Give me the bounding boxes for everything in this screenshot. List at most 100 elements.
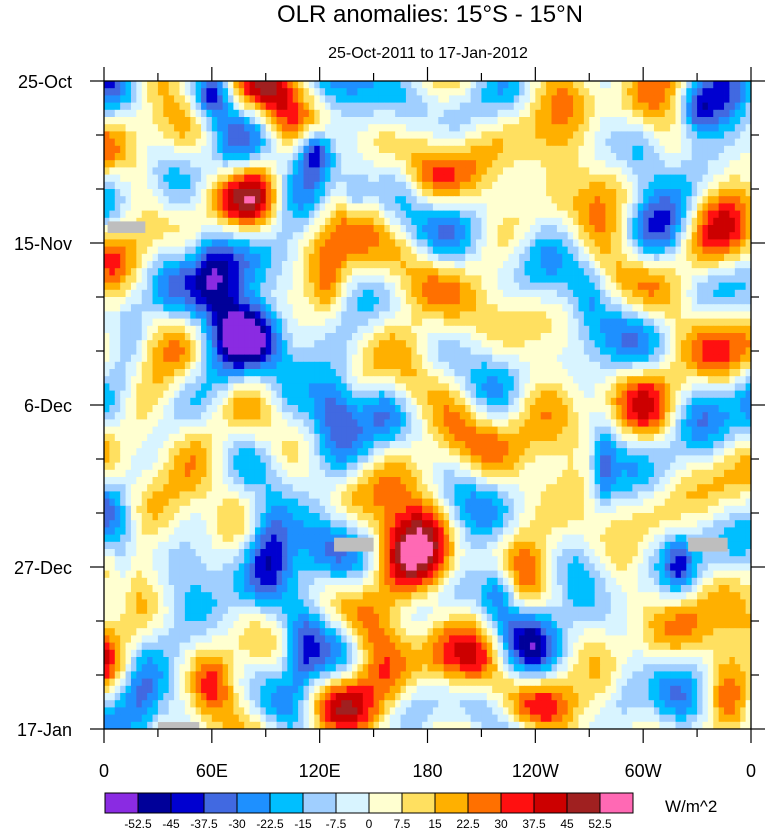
heatmap-cell [346, 109, 353, 118]
heatmap-cell [664, 333, 671, 341]
heatmap-cell [724, 210, 730, 219]
heatmap-cell [643, 196, 649, 204]
heatmap-cell [632, 189, 639, 197]
heatmap-cell [260, 196, 267, 204]
heatmap-cell [643, 138, 649, 147]
heatmap-cell [643, 117, 649, 125]
heatmap-cell [535, 145, 542, 154]
heatmap-cell [535, 275, 542, 283]
heatmap-cell [610, 138, 617, 147]
heatmap-cell [179, 196, 186, 204]
heatmap-cell [222, 282, 229, 291]
heatmap-cell [389, 289, 396, 298]
heatmap-cell [707, 361, 714, 370]
heatmap-cell [195, 282, 202, 291]
heatmap-cell [637, 325, 644, 334]
heatmap-cell [432, 282, 439, 291]
heatmap-cell [104, 311, 110, 319]
heatmap-cell [470, 81, 477, 89]
heatmap-cell [481, 124, 488, 132]
heatmap-cell [729, 189, 736, 197]
heatmap-cell [292, 196, 299, 204]
heatmap-cell [163, 210, 170, 219]
heatmap-cell [573, 354, 579, 363]
heatmap-cell [416, 347, 423, 355]
heatmap-cell [670, 102, 676, 111]
heatmap-cell [352, 117, 358, 125]
heatmap-cell [648, 361, 655, 370]
heatmap-cell [206, 311, 213, 319]
heatmap-cell [314, 275, 321, 283]
heatmap-cell [551, 189, 558, 197]
heatmap-cell [389, 160, 396, 168]
heatmap-cell [201, 131, 207, 139]
heatmap-cell [120, 210, 126, 219]
heatmap-cell [519, 282, 525, 291]
heatmap-cell [141, 239, 148, 247]
heatmap-cell [362, 196, 369, 204]
heatmap-cell [745, 369, 751, 377]
heatmap-cell [486, 333, 493, 341]
heatmap-cell [368, 282, 374, 291]
heatmap-cell [341, 376, 348, 384]
heatmap-cell [201, 181, 207, 190]
heatmap-cell [190, 369, 197, 377]
heatmap-cell [114, 124, 121, 132]
heatmap-cell [508, 88, 515, 96]
heatmap-cell [341, 181, 348, 190]
heatmap-cell [362, 145, 369, 154]
heatmap-cell [573, 210, 579, 219]
heatmap-cell [734, 268, 741, 276]
heatmap-cell [152, 210, 159, 219]
heatmap-cell [265, 376, 272, 384]
heatmap-cell [271, 81, 277, 89]
heatmap-cell [314, 88, 321, 96]
heatmap-cell [556, 246, 563, 255]
heatmap-cell [497, 239, 504, 247]
heatmap-cell [486, 246, 493, 255]
heatmap-cell [249, 102, 256, 111]
heatmap-cell [222, 232, 229, 240]
heatmap-cell [465, 333, 472, 341]
heatmap-cell [686, 232, 693, 240]
heatmap-cell [438, 160, 445, 168]
heatmap-cell [109, 325, 116, 334]
heatmap-cell [141, 196, 148, 204]
heatmap-cell [578, 369, 585, 377]
heatmap-cell [308, 340, 315, 348]
heatmap-cell [335, 217, 342, 226]
heatmap-cell [276, 268, 283, 276]
heatmap-cell [179, 174, 186, 183]
heatmap-cell [583, 289, 590, 298]
heatmap-cell [718, 311, 725, 319]
heatmap-cell [292, 145, 299, 154]
heatmap-cell [298, 145, 304, 154]
heatmap-cell [373, 333, 380, 341]
heatmap-cell [206, 282, 213, 291]
heatmap-cell [130, 232, 137, 240]
heatmap-cell [314, 124, 321, 132]
heatmap-cell [432, 117, 439, 125]
heatmap-cell [244, 253, 250, 262]
heatmap-cell [492, 376, 498, 384]
heatmap-cell [152, 318, 159, 327]
heatmap-cell [476, 275, 482, 283]
heatmap-cell [341, 174, 348, 183]
heatmap-cell [449, 318, 455, 327]
heatmap-cell [104, 196, 110, 204]
heatmap-cell [163, 88, 170, 96]
heatmap-cell [508, 282, 515, 291]
heatmap-cell [416, 232, 423, 240]
heatmap-cell [174, 203, 180, 211]
heatmap-cell [535, 81, 542, 89]
heatmap-cell [335, 160, 342, 168]
heatmap-cell [120, 282, 126, 291]
heatmap-cell [729, 232, 736, 240]
heatmap-cell [476, 376, 482, 384]
heatmap-cell [551, 95, 558, 103]
heatmap-cell [109, 181, 116, 190]
heatmap-cell [697, 95, 703, 103]
heatmap-cell [244, 210, 250, 219]
heatmap-cell [265, 203, 272, 211]
heatmap-cell [244, 203, 250, 211]
